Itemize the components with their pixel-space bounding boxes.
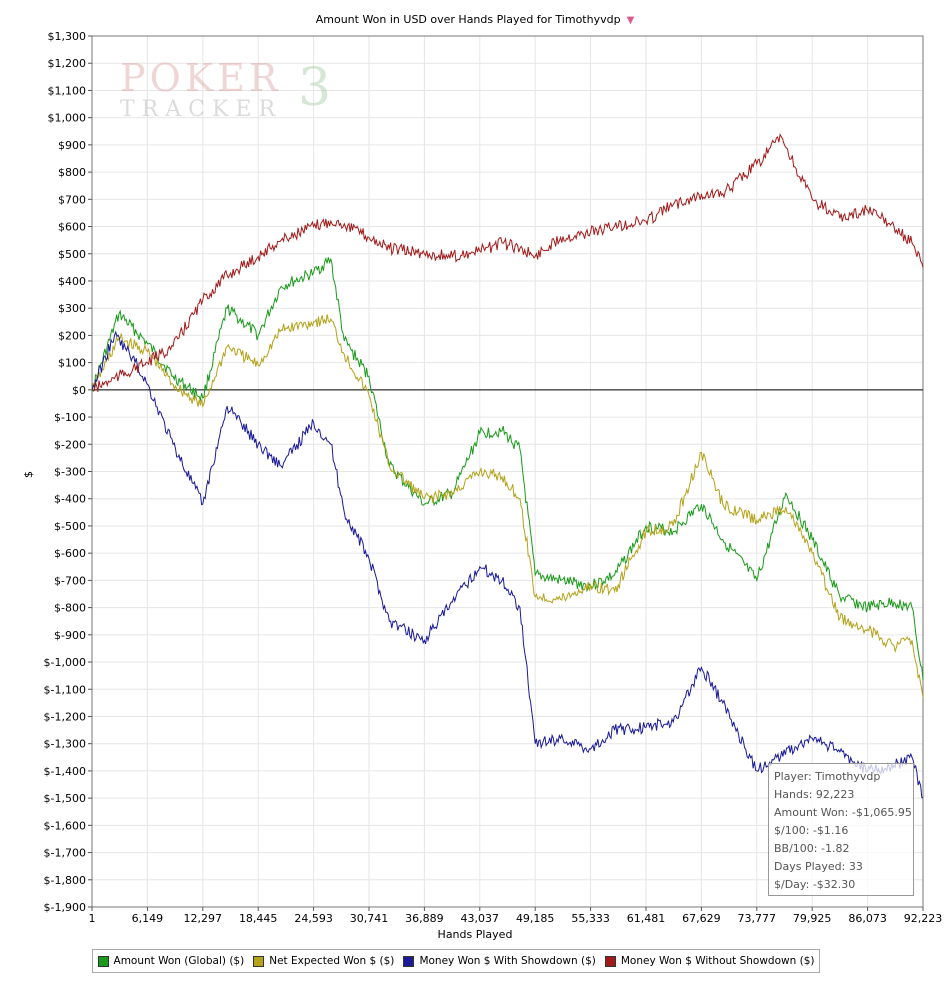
y-tick-label: $-1,500 [44, 792, 86, 805]
y-tick-label: $100 [58, 357, 86, 370]
x-tick-label: 43,037 [461, 912, 500, 925]
x-tick-label: 49,185 [516, 912, 555, 925]
y-tick-label: $800 [58, 166, 86, 179]
y-tick-label: $-1,900 [44, 901, 86, 914]
legend-label: Money Won $ With Showdown ($) [419, 955, 596, 967]
y-tick-label: $300 [58, 302, 86, 315]
y-tick-label: $-1,300 [44, 738, 86, 751]
tooltip-per-day: $/Day: -$32.30 [774, 878, 856, 891]
series-line-amount-won [91, 257, 924, 681]
y-tick-label: $-400 [54, 493, 86, 506]
x-tick-label: 92,223 [904, 912, 943, 925]
series-line-with-showdown [91, 330, 924, 799]
tooltip-amount-won: Amount Won: -$1,065.95 [774, 806, 912, 819]
x-tick-label: 86,073 [848, 912, 887, 925]
x-tick-label: 24,593 [294, 912, 333, 925]
logo-version: 3 [298, 58, 332, 118]
y-tick-label: $0 [72, 384, 86, 397]
legend-label: Net Expected Won $ ($) [269, 955, 395, 967]
logo-text-tracker: TRACKER [120, 97, 283, 122]
y-tick-label: $-1,400 [44, 765, 86, 778]
chart-title-text: Amount Won in USD over Hands Played for … [315, 13, 621, 26]
filter-icon[interactable]: ▼ [626, 15, 635, 26]
chart-legend: Amount Won (Global) ($) Net Expected Won… [92, 949, 820, 973]
legend-item-net-expected[interactable]: Net Expected Won $ ($) [253, 955, 394, 967]
y-tick-label: $1,300 [48, 30, 87, 43]
tooltip-player: Player: Timothyvdp [774, 770, 881, 783]
legend-swatch [604, 955, 616, 967]
y-axis-ticks: $1,300 $1,200 $1,100 $1,000 $900 $800 $700 $600… [44, 30, 92, 914]
x-tick-label: 61,481 [627, 912, 666, 925]
legend-item-without-showdown[interactable]: Money Won $ Without Showdown ($) [604, 955, 815, 967]
legend-swatch [97, 955, 109, 967]
y-tick-label: $-300 [54, 466, 86, 479]
y-tick-label: $-1,200 [44, 710, 86, 723]
tooltip-per-100: $/100: -$1.16 [774, 824, 849, 837]
y-tick-label: $200 [58, 329, 86, 342]
x-axis-ticks: 1 6,149 12,297 18,445 24,593 30,741 36,889 43,0… [89, 907, 943, 925]
x-tick-label: 73,777 [738, 912, 777, 925]
y-tick-label: $1,200 [48, 57, 87, 70]
y-tick-label: $-1,700 [44, 847, 86, 860]
stats-tooltip: Player: Timothyvdp Hands: 92,223 Amount … [768, 763, 914, 896]
x-tick-label: 55,333 [571, 912, 610, 925]
legend-item-with-showdown[interactable]: Money Won $ With Showdown ($) [403, 955, 596, 967]
series-line-without-showdown [91, 133, 924, 392]
x-tick-label: 67,629 [682, 912, 721, 925]
legend-label: Amount Won (Global) ($) [113, 955, 245, 967]
grid-lines [91, 35, 924, 908]
y-tick-label: $600 [58, 221, 86, 234]
y-tick-label: $900 [58, 139, 86, 152]
y-tick-label: $400 [58, 275, 86, 288]
y-tick-label: $-800 [54, 602, 86, 615]
y-tick-label: $-1,600 [44, 819, 86, 832]
y-tick-label: $-1,800 [44, 874, 86, 887]
tooltip-hands: Hands: 92,223 [774, 788, 855, 801]
y-tick-label: $-600 [54, 547, 86, 560]
chart-title: Amount Won in USD over Hands Played for … [0, 13, 950, 26]
y-tick-label: $-100 [54, 411, 86, 424]
x-tick-label: 36,889 [405, 912, 444, 925]
y-tick-label: $-500 [54, 520, 86, 533]
x-tick-label: 18,445 [239, 912, 278, 925]
series-lines [91, 133, 924, 799]
y-axis-label: $ [22, 471, 35, 478]
logo-text-poker: POKER [120, 56, 282, 100]
pokertracker-logo: POKER TRACKER 3 [120, 56, 332, 130]
y-tick-label: $-1,000 [44, 656, 86, 669]
tooltip-bb-per-100: BB/100: -1.82 [774, 842, 850, 855]
y-tick-label: $-200 [54, 438, 86, 451]
y-tick-label: $500 [58, 248, 86, 261]
y-tick-label: $700 [58, 193, 86, 206]
x-tick-label: 30,741 [350, 912, 389, 925]
legend-item-amount-won[interactable]: Amount Won (Global) ($) [97, 955, 245, 967]
legend-swatch [253, 955, 265, 967]
legend-swatch [403, 955, 415, 967]
y-tick-label: $1,100 [48, 84, 87, 97]
y-tick-label: $-900 [54, 629, 86, 642]
x-tick-label: 12,297 [184, 912, 223, 925]
x-tick-label: 6,149 [132, 912, 164, 925]
tooltip-days-played: Days Played: 33 [774, 860, 863, 873]
x-tick-label: 1 [89, 912, 96, 925]
legend-label: Money Won $ Without Showdown ($) [620, 955, 815, 967]
y-tick-label: $1,000 [48, 112, 87, 125]
y-tick-label: $-1,100 [44, 683, 86, 696]
series-line-net-expected [91, 314, 924, 698]
y-tick-label: $-700 [54, 574, 86, 587]
x-tick-label: 79,925 [793, 912, 832, 925]
x-axis-label: Hands Played [437, 928, 513, 941]
